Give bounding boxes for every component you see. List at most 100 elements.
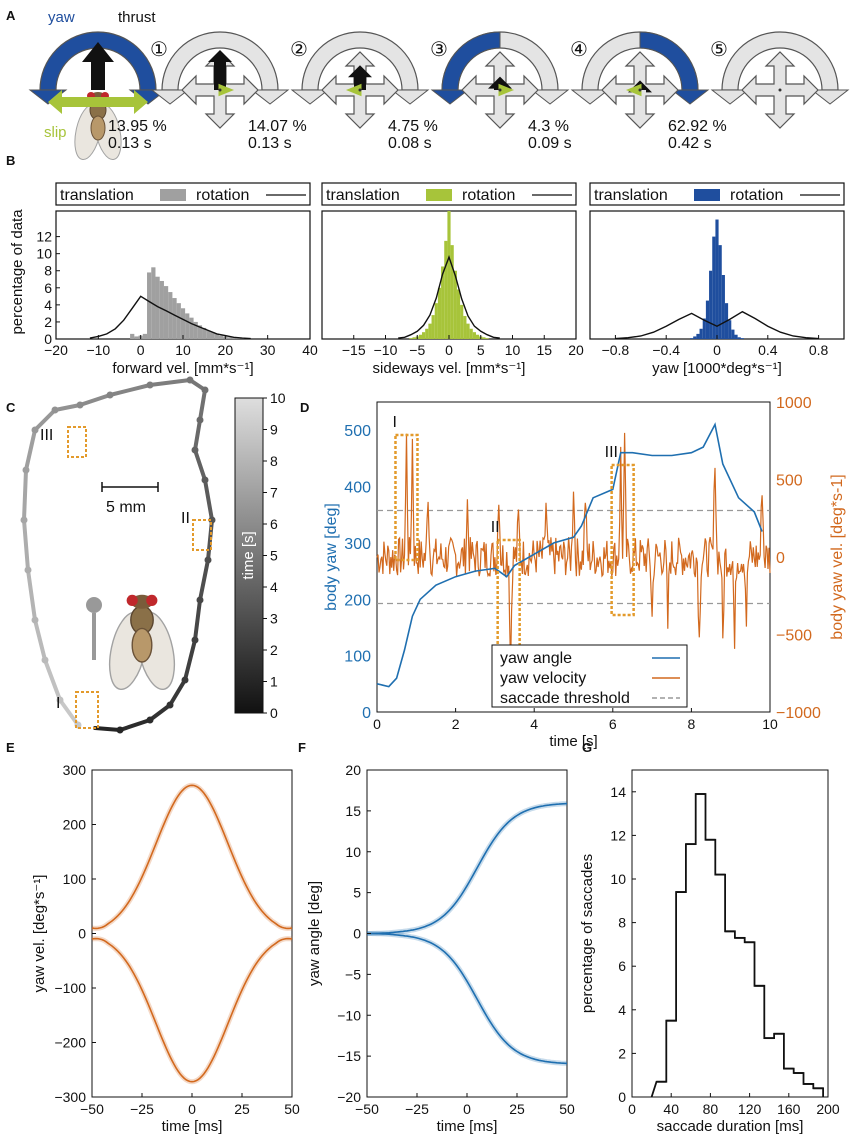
hist-bar (231, 337, 236, 339)
legend-rotation: rotation (196, 187, 249, 204)
panel-label-d: D (300, 400, 309, 415)
prototype-compass-2 (290, 31, 430, 129)
trajectory-segment (148, 703, 172, 722)
x-tick-label: −50 (80, 1101, 104, 1117)
hist-bar (731, 329, 735, 339)
hist-bar (712, 236, 716, 339)
trajectory-segment (198, 388, 207, 422)
colorbar-tick-label: 6 (270, 516, 278, 532)
y-tick-label: 20 (345, 762, 361, 778)
colorbar-tick-label: 7 (270, 485, 278, 501)
thrust-fill (208, 50, 232, 90)
event-marker-box (496, 538, 521, 692)
yaw-arrowhead-right (250, 89, 290, 105)
y-tick-label: 0 (78, 926, 86, 942)
yaw-arrowhead-right (390, 89, 430, 105)
y-tick-label: 12 (36, 229, 52, 245)
fly-abdomen (90, 115, 106, 141)
mean-line-positive (91, 784, 293, 930)
y-axis-label: yaw vel. [deg*s⁻¹] (31, 875, 48, 993)
confidence-band (367, 931, 568, 1066)
legend-translation-swatch (426, 189, 452, 201)
hist-bar (210, 332, 215, 339)
hist-bar (434, 303, 438, 339)
center-dot (778, 88, 782, 92)
prototype-percentage: 4.75 % (388, 118, 438, 135)
yaw-arrowhead-right (530, 89, 570, 105)
yaw-velocity-line (376, 432, 771, 667)
fly-drawing (108, 594, 176, 691)
hist-bar (197, 325, 203, 339)
x-tick-label: −15 (342, 342, 366, 358)
y-tick-label: 14 (610, 784, 626, 800)
trajectory-segment (193, 448, 207, 482)
hist-bar (460, 304, 464, 339)
trajectory-point (106, 391, 114, 399)
x-tick-label: 15 (536, 342, 552, 358)
y-axis-label: percentage of saccades (579, 854, 596, 1013)
trajectory-segment (93, 726, 122, 732)
trajectory-point (191, 636, 199, 644)
trajectory-point (20, 516, 28, 524)
colorbar-tick-label: 1 (270, 674, 278, 690)
trajectory-segment (22, 468, 28, 522)
x-axis-label: time [s] (549, 733, 597, 750)
trajectory-segment (198, 558, 210, 602)
hist-bar (702, 318, 706, 339)
y-left-tick-label: 400 (344, 480, 371, 497)
x-tick-label: 0 (188, 1101, 196, 1117)
confidence-band (367, 801, 568, 936)
yaw-label: yaw (48, 9, 75, 26)
trajectory-point (146, 381, 154, 389)
x-tick-label: 0.8 (809, 342, 829, 358)
trajectory-segment (43, 658, 62, 702)
rotation-line (89, 295, 251, 340)
hist-bar (472, 332, 476, 339)
hist-bar (690, 338, 694, 339)
prototype-duration: 0.42 s (668, 135, 712, 152)
y-tick-label: 5 (353, 885, 361, 901)
trajectory-segment (203, 478, 214, 522)
y-tick-label: −5 (345, 966, 361, 982)
x-tick-label: −0.4 (652, 342, 680, 358)
y-tick-label: −15 (337, 1048, 361, 1064)
y-right-tick-label: 0 (776, 550, 785, 567)
trajectory-segment (148, 378, 192, 387)
hist-bar (428, 323, 432, 339)
legend-translation: translation (326, 187, 400, 204)
x-tick-label: 0 (445, 342, 453, 358)
center-dot (218, 88, 222, 92)
x-tick-label: 4 (530, 716, 538, 732)
hist-bar (142, 333, 148, 339)
hist-bar (214, 333, 219, 339)
hist-bar (180, 308, 186, 339)
trajectory-point (31, 426, 39, 434)
trajectory-segment (168, 678, 187, 707)
prototype-compass-1 (150, 31, 290, 129)
trajectory-segment (78, 393, 112, 407)
trajectory-segment (26, 568, 37, 622)
x-tick-label: −5 (409, 342, 425, 358)
x-tick-label: 50 (284, 1101, 300, 1117)
x-tick-label: 5 (477, 342, 485, 358)
hist-bar (728, 320, 732, 339)
hist-bar (444, 240, 448, 339)
y-left-tick-label: 300 (344, 536, 371, 553)
hist-bar (418, 334, 423, 339)
histogram-sideways-velocity: translation rotation −15 −10 −5 0 5 10 15 20 sidew… (321, 182, 584, 377)
prototype-percentage: 62.92 % (668, 118, 727, 135)
trajectory-point (56, 696, 64, 704)
hist-bar (151, 267, 156, 339)
y-left-tick-label: 0 (362, 705, 371, 722)
trajectory-point (204, 556, 212, 564)
trajectory-segment (33, 618, 47, 662)
trajectory-point (24, 566, 32, 574)
slip-label: slip (44, 124, 67, 141)
y-right-tick-label: 500 (776, 473, 803, 490)
panel-label-b: B (6, 153, 15, 168)
trajectory-segment (24, 428, 37, 472)
hist-bar (176, 303, 181, 339)
event-marker-box (394, 433, 419, 562)
trajectory-segment (33, 408, 57, 432)
